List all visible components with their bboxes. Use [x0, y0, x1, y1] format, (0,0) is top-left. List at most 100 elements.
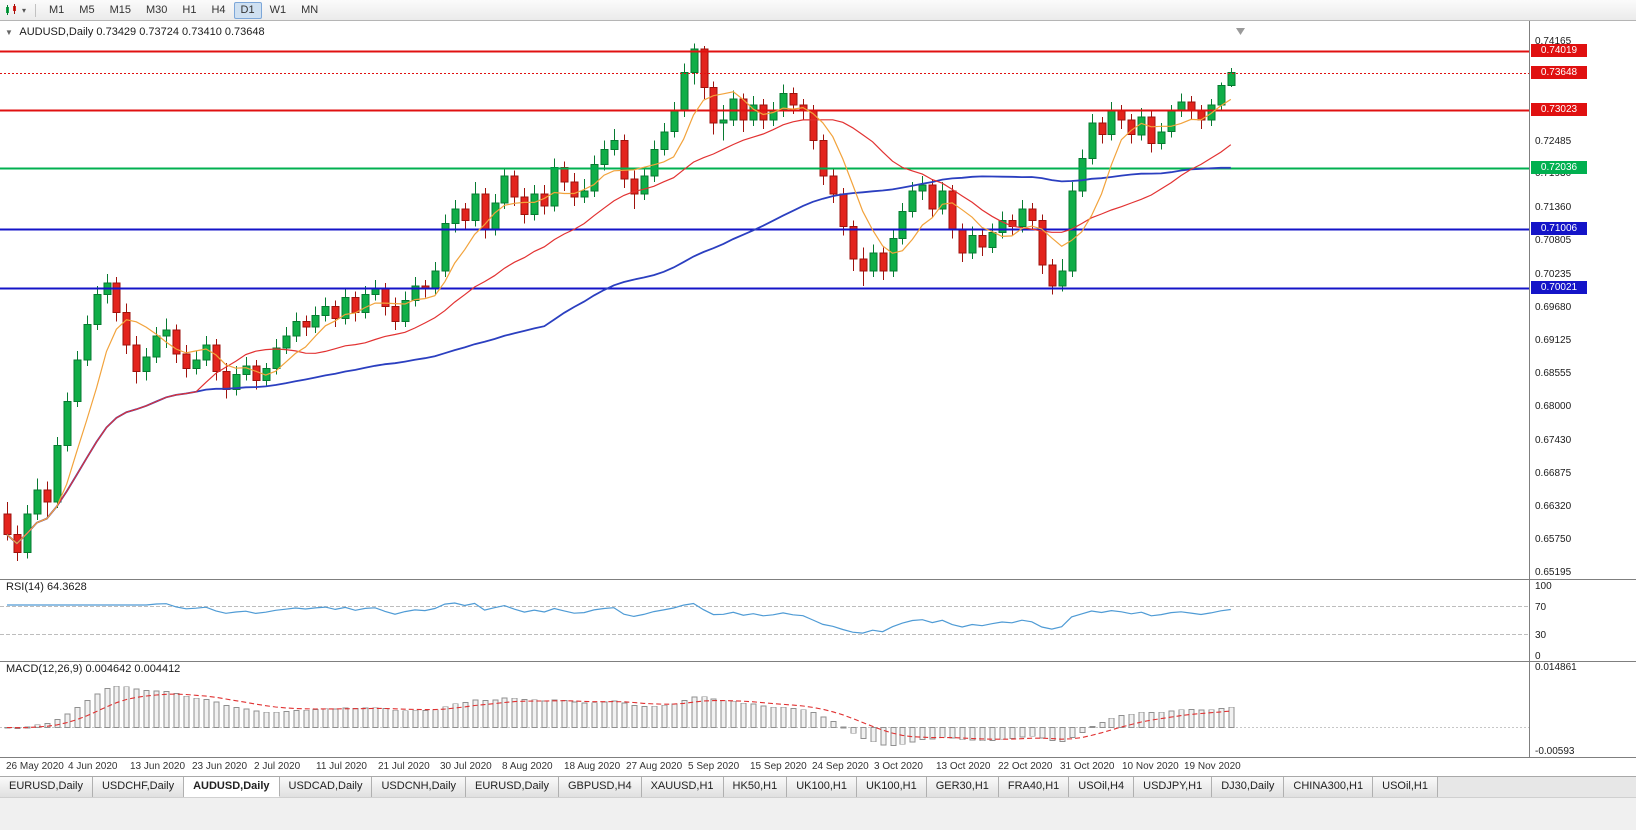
price-tick-0.68555: 0.68555	[1535, 368, 1572, 380]
price-tick-0.69680: 0.69680	[1535, 301, 1572, 313]
date-label-4: 2 Jul 2020	[254, 761, 301, 772]
date-label-8: 8 Aug 2020	[502, 761, 553, 772]
date-label-12: 15 Sep 2020	[750, 761, 807, 772]
chart-tab-10-uk100-h1[interactable]: UK100,H1	[856, 777, 927, 797]
date-label-3: 23 Jun 2020	[192, 761, 248, 772]
price-tick-0.70805: 0.70805	[1535, 235, 1572, 247]
date-label-5: 11 Jul 2020	[316, 761, 367, 772]
price-badge-0.73648: 0.73648	[1531, 65, 1587, 79]
main-chart-panel[interactable]: ▼ AUDUSD,Daily 0.73429 0.73724 0.73410 0…	[0, 21, 1529, 579]
timeframe-button-d1[interactable]: D1	[233, 1, 262, 19]
chart-tab-2-audusd-daily[interactable]: AUDUSD,Daily	[184, 777, 280, 797]
chart-tab-1-usdchf-daily[interactable]: USDCHF,Daily	[92, 777, 185, 797]
date-label-10: 27 Aug 2020	[626, 761, 683, 772]
rsi-chart-canvas[interactable]	[0, 579, 1529, 661]
date-label-17: 31 Oct 2020	[1060, 761, 1115, 772]
date-label-11: 5 Sep 2020	[688, 761, 740, 772]
timeframe-button-h1[interactable]: H1	[182, 3, 197, 16]
chart-tab-14-usdjpy-h1[interactable]: USDJPY,H1	[1134, 777, 1213, 797]
macd-chart-canvas[interactable]	[0, 661, 1529, 757]
price-badge-0.71006: 0.71006	[1531, 222, 1587, 236]
chart-tab-0-eurusd-daily[interactable]: EURUSD,Daily	[0, 777, 93, 797]
date-label-1: 4 Jun 2020	[68, 761, 118, 772]
timeframe-button-m30[interactable]: M30	[145, 3, 168, 16]
timeframe-button-m15[interactable]: M15	[109, 3, 131, 16]
dropdown-arrow-icon[interactable]: ▾	[22, 5, 27, 15]
chart-tab-5-eurusd-daily[interactable]: EURUSD,Daily	[466, 777, 559, 797]
time-scale[interactable]: 26 May 2020 4 Jun 2020 13 Jun 2020 23 Jun 2…	[0, 757, 1636, 776]
candlestick-series	[3, 43, 1236, 562]
timeframe-button-w1[interactable]: W1	[269, 3, 287, 16]
chart-tab-9-uk100-h1[interactable]: UK100,H1	[787, 777, 857, 797]
panel-separator-rsi[interactable]	[0, 579, 1636, 580]
price-tick-0.72485: 0.72485	[1535, 135, 1572, 147]
ma-medium-20-line	[6, 119, 1232, 545]
chart-tab-15-dj30-daily[interactable]: DJ30,Daily	[1212, 777, 1285, 797]
candlestick-chart-canvas[interactable]	[0, 21, 1529, 579]
rsi-scale-100: 100	[1535, 581, 1552, 592]
price-badge-0.72036: 0.72036	[1531, 161, 1587, 175]
price-tick-0.68000: 0.68000	[1535, 401, 1572, 413]
macd-scale-max: 0.014861	[1535, 662, 1577, 673]
chart-tab-16-china300-h1[interactable]: CHINA300,H1	[1284, 777, 1374, 797]
date-label-14: 3 Oct 2020	[874, 761, 923, 772]
date-label-2: 13 Jun 2020	[130, 761, 186, 772]
rsi-label: RSI(14) 64.3628	[6, 581, 87, 593]
price-scale[interactable]: 0.741650.724850.719300.713600.708050.702…	[1529, 21, 1636, 757]
rsi-scale-30: 30	[1535, 630, 1547, 641]
macd-scale-min: -0.00593	[1535, 746, 1575, 757]
macd-label: MACD(12,26,9) 0.004642 0.004412	[6, 663, 181, 675]
price-tick-0.71360: 0.71360	[1535, 202, 1572, 214]
date-label-18: 10 Nov 2020	[1122, 761, 1179, 772]
panel-separator-macd[interactable]	[0, 661, 1636, 662]
chart-tab-13-usoil-h4[interactable]: USOil,H4	[1069, 777, 1135, 797]
price-tick-0.65750: 0.65750	[1535, 534, 1572, 546]
timeframe-button-m5[interactable]: M5	[79, 3, 95, 16]
macd-panel[interactable]: MACD(12,26,9) 0.004642 0.004412	[0, 661, 1529, 757]
chart-tab-3-usdcad-daily[interactable]: USDCAD,Daily	[279, 777, 373, 797]
price-tick-0.66320: 0.66320	[1535, 500, 1572, 512]
rsi-current-value: 64.3628	[46, 581, 87, 593]
timeframe-button-group: M1 M5 M15 M30 H1 H4 D1 W1 MN	[42, 1, 326, 19]
price-tick-0.70235: 0.70235	[1535, 268, 1572, 280]
price-tick-0.67430: 0.67430	[1535, 434, 1572, 446]
status-bar	[0, 797, 1636, 830]
rsi-panel[interactable]: RSI(14) 64.3628	[0, 579, 1529, 661]
price-tick-0.65195: 0.65195	[1535, 567, 1572, 579]
chart-collapse-icon[interactable]: ▼	[5, 28, 13, 37]
chart-tab-6-gbpusd-h4[interactable]: GBPUSD,H4	[559, 777, 642, 797]
date-label-6: 21 Jul 2020	[378, 761, 430, 772]
price-badge-0.73023: 0.73023	[1531, 102, 1587, 116]
chart-shift-marker-icon[interactable]	[1236, 28, 1245, 35]
date-label-15: 13 Oct 2020	[936, 761, 991, 772]
toolbar: ▾ M1 M5 M15 M30 H1 H4 D1 W1 MN	[0, 0, 1636, 21]
chart-tab-bar: EURUSD,Daily USDCHF,Daily AUDUSD,Daily USDC…	[0, 776, 1636, 797]
price-badge-0.70021: 0.70021	[1531, 280, 1587, 294]
rsi-scale-0: 0	[1535, 651, 1541, 662]
chart-tab-17-usoil-h1[interactable]: USOil,H1	[1373, 777, 1438, 797]
price-badge-0.74019: 0.74019	[1531, 43, 1587, 57]
date-label-16: 22 Oct 2020	[998, 761, 1053, 772]
chart-tab-7-xauusd-h1[interactable]: XAUUSD,H1	[641, 777, 724, 797]
rsi-scale-70: 70	[1535, 602, 1547, 613]
macd-current-values: 0.004642 0.004412	[85, 663, 181, 675]
price-tick-0.69125: 0.69125	[1535, 334, 1572, 346]
date-label-0: 26 May 2020	[6, 761, 64, 772]
timeframe-button-m1[interactable]: M1	[49, 3, 65, 16]
price-tick-0.74165: 0.74165	[1535, 36, 1572, 48]
chart-tab-4-usdcnh-daily[interactable]: USDCNH,Daily	[372, 777, 467, 797]
timeframe-button-mn[interactable]: MN	[301, 3, 319, 16]
chart-tab-11-ger30-h1[interactable]: GER30,H1	[926, 777, 999, 797]
ma-fast-6-line	[6, 91, 1232, 545]
timeframe-button-h4[interactable]: H4	[211, 3, 226, 16]
chart-tab-12-fra40-h1[interactable]: FRA40,H1	[998, 777, 1070, 797]
chart-title: ▼ AUDUSD,Daily 0.73429 0.73724 0.73410 0…	[5, 26, 265, 38]
chart-tab-8-hk50-h1[interactable]: HK50,H1	[723, 777, 788, 797]
chart-ohlc-values: 0.73429 0.73724 0.73410 0.73648	[96, 26, 265, 38]
date-label-7: 30 Jul 2020	[440, 761, 492, 772]
macd-histogram	[4, 685, 1235, 746]
price-tick-0.66875: 0.66875	[1535, 467, 1572, 479]
macd-signal-line	[6, 693, 1231, 740]
chart-type-icon[interactable]	[4, 3, 19, 17]
